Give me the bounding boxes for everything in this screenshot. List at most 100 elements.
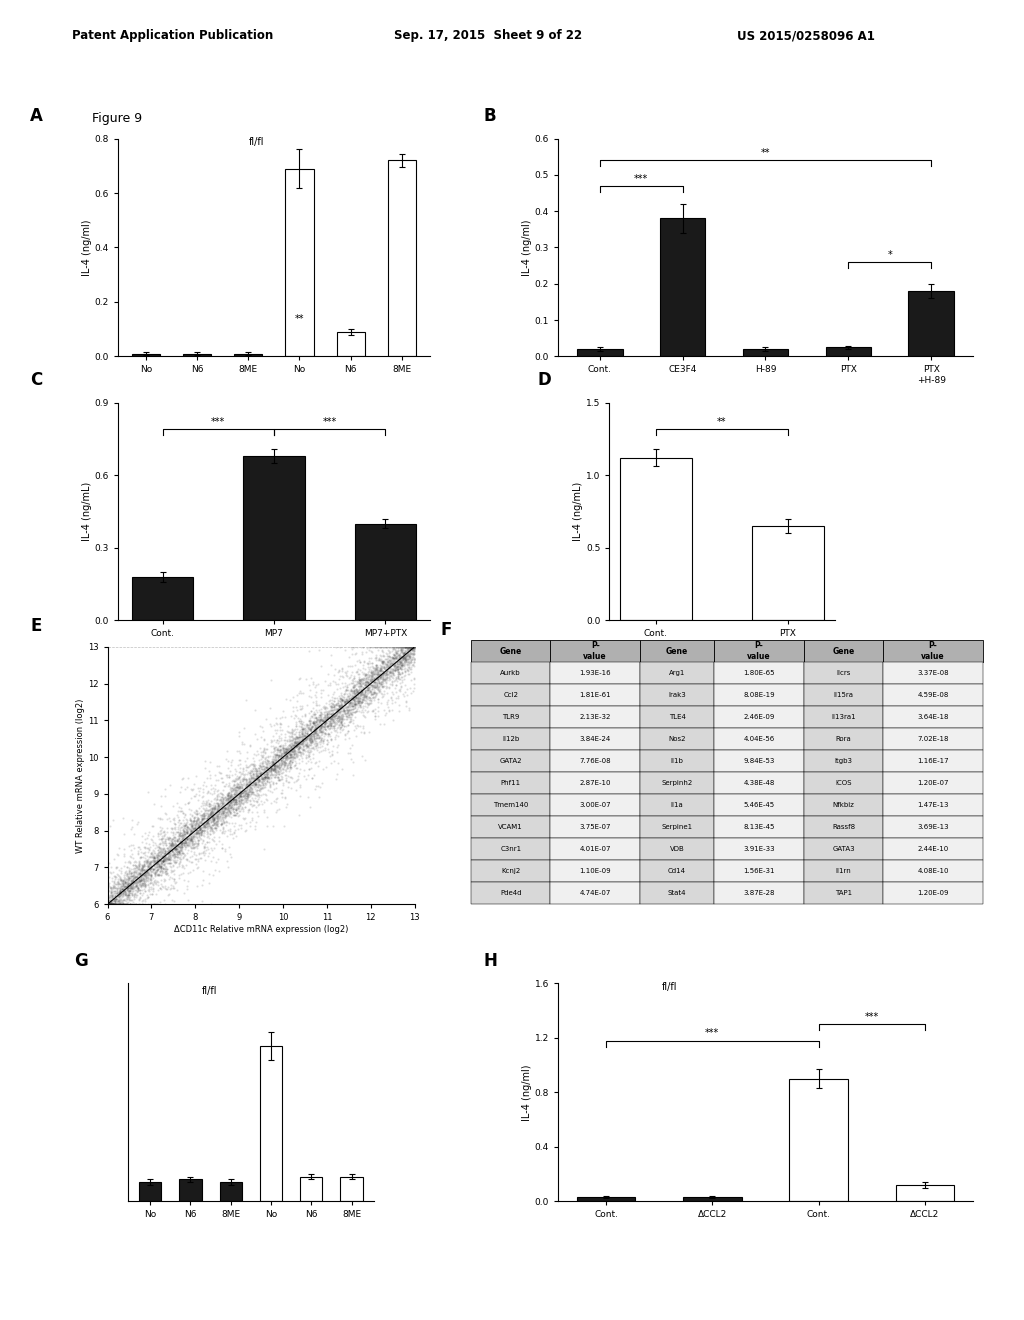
Point (312, 741, 329, 762)
Point (214, 808, 230, 829)
Point (278, 742, 294, 763)
Point (269, 744, 286, 766)
Point (103, 894, 120, 915)
Point (324, 710, 340, 731)
Point (136, 866, 153, 887)
Point (343, 664, 359, 685)
Point (224, 789, 241, 810)
Point (187, 813, 204, 834)
Point (300, 723, 316, 744)
Point (352, 685, 369, 706)
Point (175, 832, 191, 853)
Point (194, 792, 210, 813)
Point (135, 853, 152, 874)
Point (294, 738, 310, 759)
Point (336, 692, 352, 713)
Point (353, 681, 370, 702)
Point (285, 747, 301, 768)
Point (327, 705, 343, 726)
Point (160, 841, 176, 862)
Point (196, 804, 212, 825)
Point (313, 710, 330, 731)
Point (395, 684, 412, 705)
Point (245, 768, 261, 789)
Point (108, 880, 124, 902)
Point (324, 696, 340, 717)
Point (111, 883, 127, 904)
Point (295, 730, 311, 751)
Point (280, 743, 296, 764)
Point (282, 734, 298, 755)
Point (227, 791, 244, 812)
Point (167, 849, 183, 870)
Point (205, 807, 221, 828)
Point (315, 710, 332, 731)
Point (333, 689, 349, 710)
Point (331, 696, 347, 717)
Point (278, 750, 294, 771)
Point (178, 836, 195, 857)
Point (380, 645, 396, 667)
Point (273, 727, 290, 748)
Point (197, 758, 213, 779)
Point (350, 668, 367, 689)
Point (361, 681, 378, 702)
Point (243, 754, 259, 775)
Point (283, 725, 299, 746)
Point (103, 884, 120, 906)
Point (318, 693, 335, 714)
Point (215, 809, 231, 830)
Point (200, 813, 216, 834)
Bar (640, 861, 715, 882)
Point (217, 799, 233, 820)
Point (204, 808, 220, 829)
Point (243, 768, 259, 789)
Point (160, 849, 176, 870)
Point (372, 659, 388, 680)
Point (142, 837, 159, 858)
Point (311, 700, 328, 721)
Point (330, 710, 346, 731)
Point (362, 665, 379, 686)
Point (110, 894, 126, 915)
Point (281, 735, 297, 756)
Point (307, 717, 324, 738)
Point (132, 863, 148, 884)
Point (259, 754, 275, 775)
Point (213, 804, 229, 825)
Point (137, 875, 154, 896)
Point (374, 677, 390, 698)
Point (236, 800, 252, 821)
Point (139, 867, 156, 888)
Point (336, 700, 352, 721)
Point (390, 661, 407, 682)
Point (270, 766, 287, 787)
Point (190, 834, 207, 855)
Point (316, 702, 333, 723)
Point (123, 894, 139, 915)
Point (275, 750, 292, 771)
Point (268, 739, 285, 760)
Point (338, 684, 354, 705)
Point (252, 738, 268, 759)
Point (170, 817, 186, 838)
Point (226, 777, 243, 799)
Text: Irak3: Irak3 (669, 692, 686, 698)
Point (105, 894, 122, 915)
Point (392, 664, 409, 685)
Point (208, 788, 224, 809)
Point (200, 846, 216, 867)
Point (374, 656, 390, 677)
Point (188, 875, 205, 896)
Point (357, 693, 374, 714)
Point (335, 701, 351, 722)
Point (200, 789, 216, 810)
Point (312, 710, 329, 731)
Point (317, 705, 334, 726)
Point (245, 771, 261, 792)
Point (269, 756, 286, 777)
Point (389, 655, 406, 676)
Point (160, 840, 176, 861)
Point (102, 894, 119, 915)
Point (316, 705, 333, 726)
